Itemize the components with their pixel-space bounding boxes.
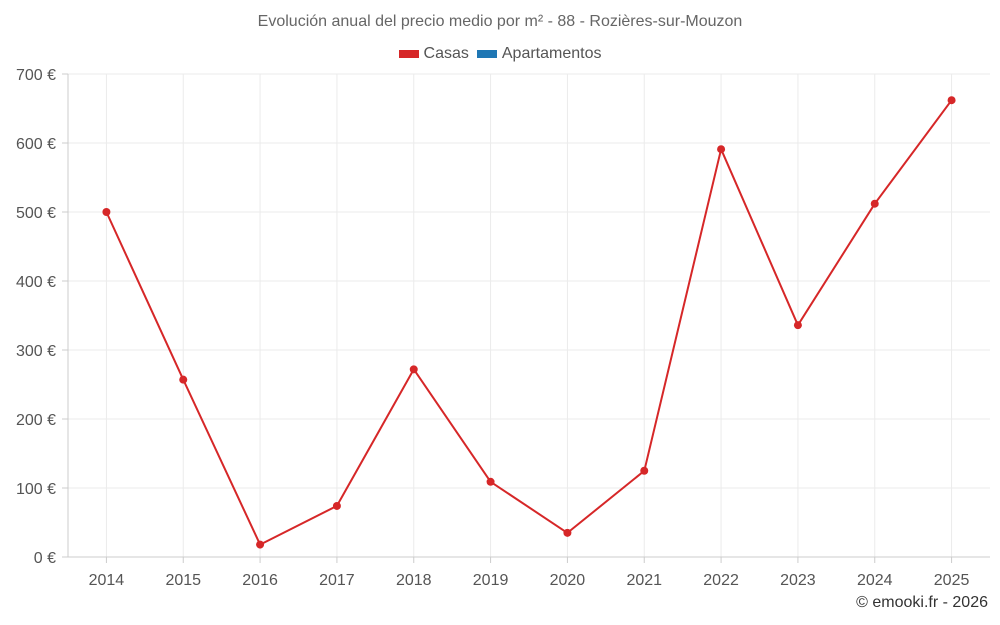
y-tick-label: 400 € bbox=[16, 274, 56, 291]
chart-title: Evolución anual del precio medio por m² … bbox=[257, 13, 743, 30]
legend-swatch-casas bbox=[398, 50, 419, 58]
data-point-casas bbox=[870, 199, 879, 208]
x-tick-label: 2019 bbox=[473, 572, 509, 589]
y-tick-label: 500 € bbox=[16, 205, 56, 222]
x-tick-label: 2021 bbox=[626, 572, 662, 589]
legend-swatch-apartamentos bbox=[476, 50, 497, 58]
data-point-casas bbox=[102, 208, 111, 216]
x-tick-label: 2020 bbox=[550, 572, 586, 589]
data-point-casas bbox=[793, 321, 802, 330]
legend-item-apartamentos[interactable]: Apartamentos bbox=[476, 45, 602, 63]
data-point-casas bbox=[179, 375, 188, 384]
data-point-casas bbox=[563, 528, 572, 537]
data-point-casas bbox=[409, 365, 418, 374]
data-point-casas bbox=[640, 466, 649, 475]
y-tick-label: 600 € bbox=[16, 136, 56, 153]
y-tick-label: 700 € bbox=[16, 67, 56, 84]
chart-legend: Casas Apartamentos bbox=[0, 45, 1000, 63]
data-point-casas bbox=[947, 96, 956, 105]
data-point-casas bbox=[717, 145, 726, 154]
data-point-casas bbox=[486, 477, 495, 486]
data-point-casas bbox=[332, 501, 341, 510]
series-line-casas bbox=[105, 99, 953, 546]
data-point-casas bbox=[256, 540, 265, 549]
x-tick-label: 2023 bbox=[780, 572, 816, 589]
x-tick-label: 2017 bbox=[319, 572, 355, 589]
x-tick-label: 2015 bbox=[165, 572, 201, 589]
credit-text: © emooki.fr - 2026 bbox=[856, 594, 988, 611]
y-tick-label: 300 € bbox=[16, 343, 56, 360]
y-tick-label: 200 € bbox=[16, 412, 56, 429]
x-tick-label: 2016 bbox=[242, 572, 278, 589]
y-tick-label: 0 € bbox=[34, 550, 56, 567]
y-tick-label: 100 € bbox=[16, 481, 56, 498]
legend-label-casas: Casas bbox=[423, 45, 469, 62]
x-tick-label: 2024 bbox=[857, 572, 893, 589]
x-tick-label: 2018 bbox=[396, 572, 432, 589]
x-tick-label: 2014 bbox=[89, 572, 125, 589]
legend-label-apartamentos: Apartamentos bbox=[501, 45, 602, 62]
legend-item-casas[interactable]: Casas bbox=[398, 45, 469, 63]
x-tick-label: 2025 bbox=[934, 572, 970, 589]
x-tick-label: 2022 bbox=[703, 572, 739, 589]
